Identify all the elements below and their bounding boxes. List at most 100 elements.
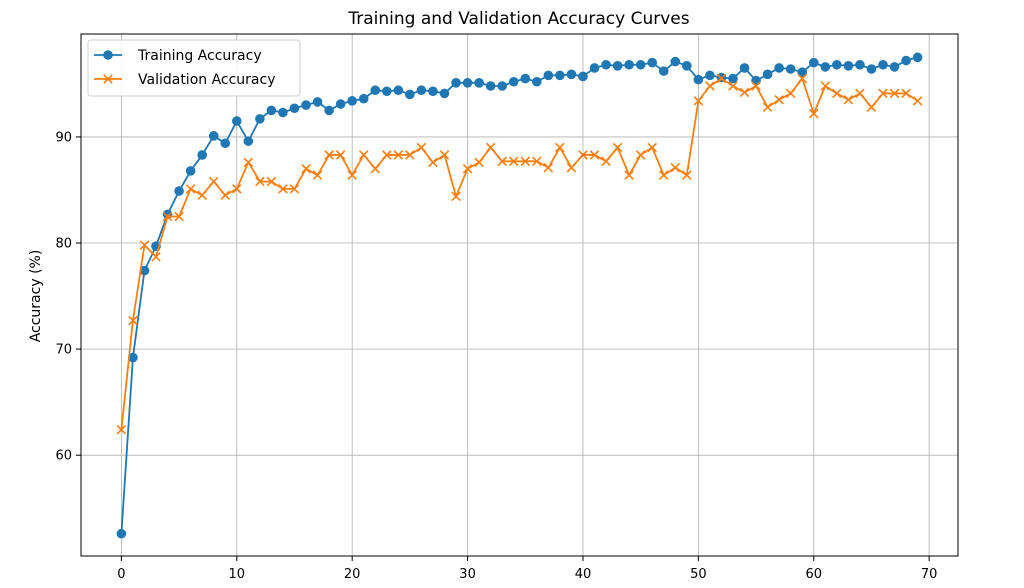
- data-point: [485, 81, 496, 91]
- x-tick: 0: [117, 556, 126, 582]
- data-point: [405, 150, 415, 160]
- data-point: [508, 156, 519, 167]
- data-point: [358, 150, 369, 160]
- data-point: [889, 88, 900, 99]
- data-point: [612, 142, 623, 153]
- data-point: [474, 78, 484, 88]
- data-point: [820, 81, 831, 91]
- y-tick-label: 70: [55, 343, 72, 358]
- data-point: [324, 105, 334, 116]
- data-point: [670, 56, 681, 67]
- data-point: [589, 63, 600, 73]
- data-point: [370, 85, 381, 96]
- data-point: [912, 96, 923, 106]
- x-tick: 60: [805, 556, 822, 582]
- data-point: [855, 88, 865, 99]
- data-point: [716, 73, 727, 84]
- data-point: [532, 156, 542, 167]
- data-point: [220, 138, 231, 149]
- series-validation: [116, 73, 923, 435]
- data-point: [820, 62, 831, 72]
- data-point: [520, 73, 531, 84]
- data-point: [278, 107, 288, 118]
- data-point: [116, 424, 127, 435]
- data-point: [797, 73, 807, 84]
- legend-marker: [103, 74, 113, 84]
- data-point: [208, 131, 219, 141]
- data-point: [912, 52, 923, 63]
- x-tick-label: 50: [690, 567, 707, 582]
- data-point: [151, 252, 161, 262]
- data-point: [301, 163, 311, 174]
- data-point: [693, 96, 704, 106]
- data-point: [139, 240, 150, 250]
- data-point: [555, 142, 565, 153]
- data-point: [624, 170, 634, 180]
- x-tick: 40: [575, 556, 591, 582]
- data-point: [762, 69, 773, 80]
- data-point: [428, 86, 438, 97]
- data-point: [497, 156, 507, 167]
- data-point: [647, 142, 657, 153]
- data-point: [658, 66, 669, 76]
- x-tick: 30: [459, 556, 476, 582]
- data-point: [382, 150, 392, 160]
- legend-entry: Validation Accuracy: [94, 72, 276, 88]
- chart-title: Training and Validation Accuracy Curves: [347, 9, 689, 29]
- x-tick: 20: [344, 556, 360, 582]
- data-point: [647, 57, 658, 68]
- y-axis-label: Accuracy (%): [28, 250, 44, 343]
- data-point: [231, 116, 242, 126]
- y-tick-label: 60: [55, 449, 72, 464]
- data-point: [462, 163, 473, 174]
- data-point: [797, 67, 808, 77]
- data-point: [335, 99, 346, 109]
- data-point: [312, 170, 323, 180]
- data-point: [451, 78, 461, 88]
- data-point: [370, 163, 381, 174]
- data-point: [808, 57, 819, 68]
- data-point: [601, 156, 611, 167]
- x-tick-label: 10: [229, 567, 246, 582]
- data-point: [128, 315, 138, 326]
- data-point: [751, 81, 761, 91]
- data-point: [497, 81, 507, 91]
- data-point: [589, 150, 600, 160]
- legend-marker: [103, 50, 113, 60]
- data-point: [543, 70, 554, 81]
- data-point: [866, 102, 877, 112]
- data-point: [578, 71, 588, 82]
- data-point: [208, 176, 219, 187]
- x-tick-label: 0: [117, 567, 125, 582]
- plot-area-frame: [80, 33, 959, 557]
- data-point: [439, 88, 450, 99]
- data-point: [405, 89, 415, 100]
- data-point: [232, 184, 242, 194]
- data-point: [324, 150, 334, 160]
- data-point: [128, 352, 138, 363]
- data-point: [162, 211, 173, 222]
- data-point: [855, 59, 865, 70]
- y-tick-label: 90: [55, 130, 72, 145]
- data-point: [889, 62, 900, 72]
- data-point: [808, 108, 819, 119]
- data-point: [832, 88, 842, 99]
- data-point: [774, 63, 784, 73]
- data-point: [832, 59, 842, 70]
- data-point: [255, 114, 265, 124]
- data-point: [174, 186, 184, 196]
- data-point: [751, 75, 761, 86]
- data-point: [739, 87, 750, 98]
- data-point: [878, 59, 888, 70]
- data-point: [682, 61, 692, 71]
- y-axis-ticks: 60 70 80 90: [55, 130, 81, 464]
- x-tick: 10: [229, 556, 246, 582]
- data-point: [658, 170, 669, 180]
- legend-label: Validation Accuracy: [138, 72, 276, 88]
- data-point: [670, 162, 681, 173]
- data-point: [635, 59, 646, 70]
- data-point: [416, 142, 427, 153]
- data-series: [116, 52, 923, 539]
- data-point: [220, 190, 231, 201]
